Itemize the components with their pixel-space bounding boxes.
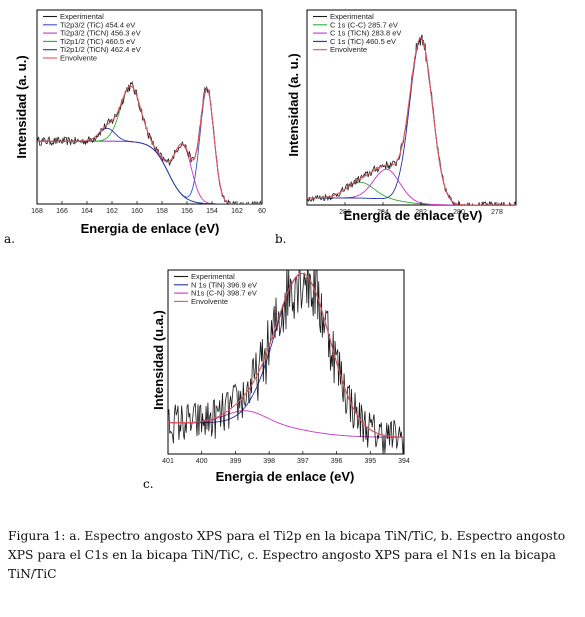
x-tick-label-b: 278 [491, 209, 503, 216]
legend-label-b-c_ticn: C 1s (TiCN) 283.8 eV [330, 29, 401, 38]
series-b-c_ticn [307, 168, 516, 205]
series-c-envelope [168, 272, 404, 438]
series-a-envelope [37, 85, 262, 204]
figure-caption: Figura 1: a. Espectro angosto XPS para e… [8, 527, 583, 584]
legend-label-b-experimental: Experimental [330, 12, 374, 21]
x-tick-label-c: 399 [230, 458, 242, 465]
x-ticks-b: 286 284 282 280 278 [339, 202, 503, 216]
series-b-envelope [307, 37, 516, 205]
x-tick-label-a: 60 [258, 208, 266, 215]
x-tick-label-a: 162 [231, 208, 243, 215]
x-tick-label-c: 400 [196, 458, 208, 465]
legend-label-a-ti_ticn_3_2: Ti2p3/2 (TiCN) 456.3 eV [60, 29, 141, 38]
plot-frame-b [306, 9, 517, 206]
series-b-c_tic [307, 38, 516, 205]
y-axis-title-a: Intensidad (a. u.) [14, 55, 29, 158]
x-tick-label-a: 158 [156, 208, 168, 215]
x-tick-label-b: 284 [377, 209, 389, 216]
legend-label-a-ti_tic_3_2: Ti2p3/2 (TiC) 454.4 eV [60, 20, 135, 29]
x-tick-label-a: 156 [181, 208, 193, 215]
panel-label-a: a. [4, 232, 15, 246]
plot-area-c [168, 270, 404, 454]
x-tick-label-c: 398 [263, 458, 275, 465]
chart-panel-a: 168 166 164 162 160 158 156 154 162 60 Experiment… [4, 9, 266, 246]
x-tick-label-a: 164 [81, 208, 93, 215]
legend-label-b-c_cc: C 1s (C-C) 285.7 eV [330, 20, 398, 29]
x-tick-label-c: 401 [162, 458, 174, 465]
legend-label-b-envelope: Envolvente [330, 45, 367, 54]
legend-label-c-experimental: Experimental [191, 272, 235, 281]
x-axis-title-b: Energia de enlace (eV) [344, 208, 483, 223]
plot-area-b [307, 34, 516, 205]
x-tick-label-c: 395 [364, 458, 376, 465]
legend-label-c-n_cn: N1s (C-N) 398.7 eV [191, 289, 257, 298]
legend-label-b-c_tic: C 1s (TiC) 460.5 eV [330, 37, 396, 46]
plot-frame-c [167, 269, 405, 455]
legend-label-a-ti_ticn_1_2: Ti2p1/2 (TiCN) 462.4 eV [60, 45, 141, 54]
x-tick-label-b: 286 [339, 209, 351, 216]
x-tick-label-c: 396 [331, 458, 343, 465]
x-tick-label-a: 168 [31, 208, 43, 215]
legend-label-c-n_tin: N 1s (TiN) 396.9 eV [191, 280, 257, 289]
x-tick-label-b: 282 [415, 209, 427, 216]
x-tick-label-a: 162 [106, 208, 118, 215]
x-tick-label-c: 397 [297, 458, 309, 465]
caption-label: Figura 1: [8, 529, 66, 543]
x-ticks-c: 401 400 399 398 397 396 395 394 [162, 451, 410, 465]
series-a-experimental [37, 81, 262, 204]
y-axis-title-b: Intensidad (a. u.) [286, 53, 301, 156]
x-ticks-a: 168 166 164 162 160 158 156 154 162 60 [31, 201, 266, 215]
x-tick-label-a: 154 [206, 208, 218, 215]
x-tick-label-a: 166 [56, 208, 68, 215]
x-axis-title-c: Energia de enlace (eV) [216, 469, 355, 484]
legend-label-a-envelope: Envolvente [60, 54, 97, 63]
plot-area-a [37, 81, 262, 204]
legend-label-c-envelope: Envolvente [191, 297, 228, 306]
legend-label-a-ti_tic_1_2: Ti2p1/2 (TiC) 460.5 eV [60, 37, 135, 46]
series-a-ti_ticn_3_2 [37, 140, 262, 204]
x-axis-title-a: Energia de enlace (eV) [81, 221, 220, 236]
x-tick-label-a: 160 [131, 208, 143, 215]
legend-label-a-experimental: Experimental [60, 12, 104, 21]
panel-label-b: b. [275, 232, 287, 246]
y-axis-title-c: Intensidad (u.a.) [151, 310, 166, 410]
x-tick-label-b: 280 [453, 209, 465, 216]
caption-text: a. Espectro angosto XPS para el Ti2p en … [8, 529, 566, 581]
plot-frame-a [36, 9, 263, 205]
series-b-experimental [307, 34, 516, 205]
panel-label-c: c. [143, 477, 154, 491]
series-a-ti_ticn_1_2 [37, 127, 262, 204]
x-tick-label-c: 394 [398, 458, 410, 465]
